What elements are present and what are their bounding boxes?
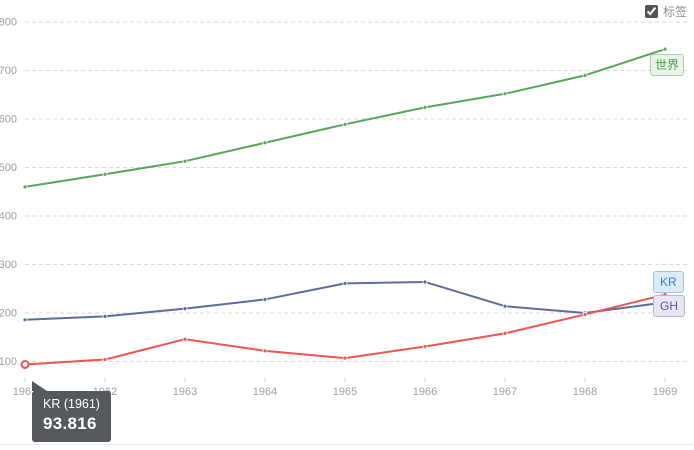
labels-checkbox[interactable]	[644, 5, 658, 18]
labels-toggle[interactable]: 标签	[644, 3, 687, 20]
tooltip-value: 93.816	[43, 414, 97, 433]
svg-text:800: 800	[0, 17, 17, 29]
svg-text:1963: 1963	[173, 386, 197, 398]
svg-text:400: 400	[0, 211, 17, 223]
labels-toggle-label: 标签	[662, 5, 687, 19]
tooltip-title: KR (1961)	[43, 397, 100, 411]
svg-text:200: 200	[0, 308, 17, 320]
svg-text:300: 300	[0, 259, 17, 271]
svg-text:1965: 1965	[333, 386, 357, 398]
bottom-divider	[0, 444, 694, 445]
tooltip: KR (1961) 93.816	[32, 381, 111, 442]
svg-text:1961: 1961	[13, 386, 37, 398]
tooltip-arrow	[32, 381, 47, 391]
svg-text:1967: 1967	[493, 386, 517, 398]
svg-text:1966: 1966	[413, 386, 437, 398]
series-label-kr[interactable]: KR	[653, 271, 684, 294]
svg-text:1968: 1968	[573, 386, 597, 398]
svg-text:1964: 1964	[253, 386, 277, 398]
series-label-world[interactable]: 世界	[650, 54, 685, 77]
svg-text:500: 500	[0, 162, 17, 174]
svg-text:700: 700	[0, 65, 17, 77]
svg-text:100: 100	[0, 356, 17, 368]
svg-text:600: 600	[0, 114, 17, 126]
svg-text:1969: 1969	[653, 386, 677, 398]
series-label-gh[interactable]: GH	[653, 295, 685, 318]
